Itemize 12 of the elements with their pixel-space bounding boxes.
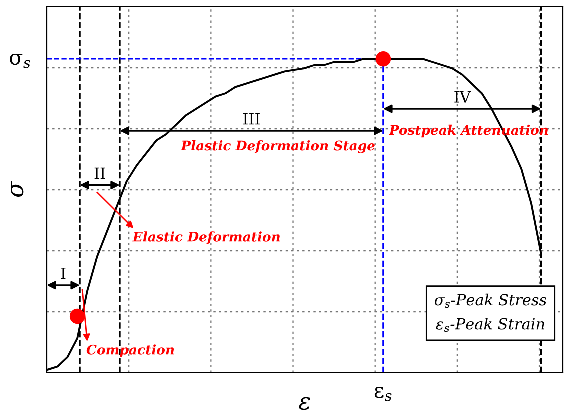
annotation: II bbox=[94, 168, 106, 179]
annotation: IV bbox=[454, 92, 472, 103]
annotation: Compaction bbox=[86, 344, 174, 358]
ref-line-label: σ$_{s}$ bbox=[10, 54, 30, 68]
annotation: Elastic Deformation bbox=[132, 232, 280, 244]
text: ε$_{s}$ bbox=[374, 386, 392, 402]
annotation: III bbox=[244, 114, 260, 125]
annotation: I bbox=[61, 268, 66, 280]
x-axis-title: ε bbox=[299, 397, 310, 410]
y-axis-title: σ bbox=[11, 181, 24, 198]
annotation: Plastic Deformation Stage bbox=[180, 140, 375, 154]
annotation: σ$_{s}$-Peak Stress ε$_{s}$-Peak Strain bbox=[434, 294, 547, 332]
